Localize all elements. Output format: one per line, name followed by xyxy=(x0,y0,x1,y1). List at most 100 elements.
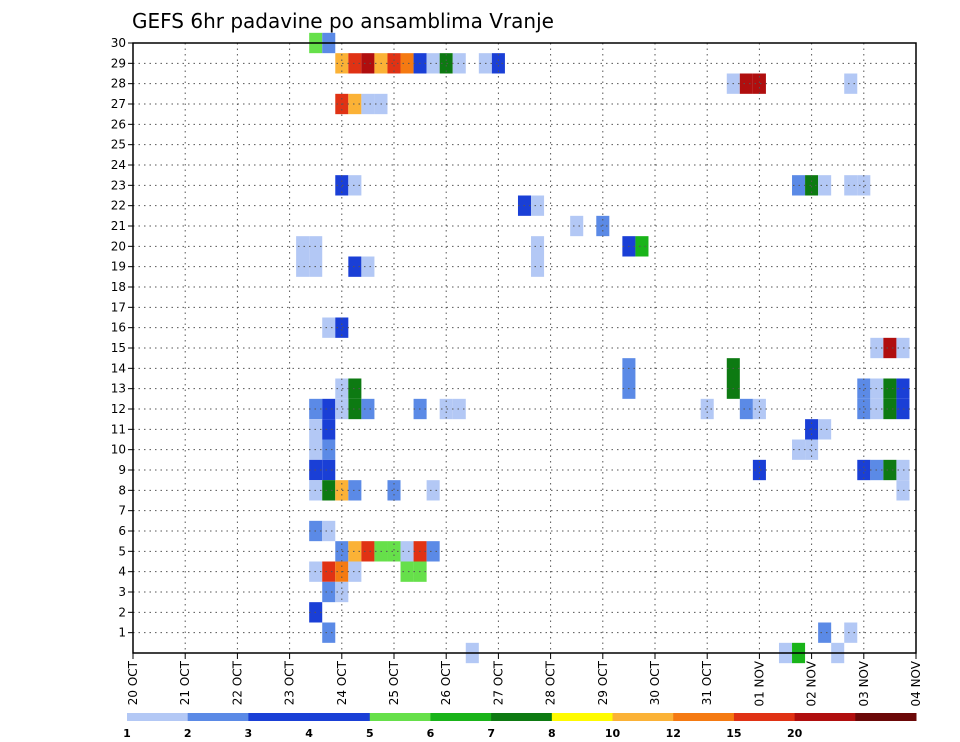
heatmap-cell xyxy=(818,419,832,440)
y-axis-ticks: 1234567891011121314151617181920212223242… xyxy=(111,36,133,640)
y-tick-label: 2 xyxy=(118,605,126,619)
grid-lines xyxy=(133,43,916,653)
heatmap-cell xyxy=(844,622,858,643)
y-tick-label: 10 xyxy=(111,443,126,457)
heatmap-cell xyxy=(857,398,871,420)
x-tick-label: 02 NOV xyxy=(805,660,819,706)
y-tick-label: 23 xyxy=(111,178,126,192)
colorbar-label: 1 xyxy=(123,727,131,740)
heatmap-cell xyxy=(531,195,545,216)
colorbar-swatch xyxy=(127,713,189,721)
heatmap-cell xyxy=(348,398,362,420)
colorbar-swatch xyxy=(491,713,553,721)
colorbar: 1 2 3 4 5 6 7 8 10 12 15 20 xyxy=(123,713,917,740)
heatmap-cell xyxy=(491,53,505,74)
y-tick-label: 5 xyxy=(118,544,126,558)
heatmap-cell xyxy=(296,236,310,257)
chart-title: GEFS 6hr padavine po ansamblima Vranje xyxy=(132,9,554,33)
colorbar-label: 6 xyxy=(427,727,435,740)
heatmap-cell xyxy=(752,73,766,94)
heatmap-cell xyxy=(739,73,753,94)
y-tick-label: 21 xyxy=(111,219,126,233)
x-tick-label: 25 OCT xyxy=(387,660,401,705)
heatmap-cell xyxy=(883,459,897,481)
heatmap-cell xyxy=(322,317,336,338)
heatmap-cell xyxy=(883,378,897,399)
heatmap-cell xyxy=(335,541,349,562)
y-tick-label: 22 xyxy=(111,199,126,213)
y-tick-label: 14 xyxy=(111,361,126,375)
heatmap-cell xyxy=(426,541,440,562)
heatmap-cell xyxy=(752,459,766,481)
heatmap-cell xyxy=(322,622,336,643)
heatmap-cell xyxy=(857,459,871,481)
heatmap-cell xyxy=(426,480,440,501)
y-tick-label: 12 xyxy=(111,402,126,416)
heatmap-cell xyxy=(322,520,336,542)
colorbar-label: 12 xyxy=(666,727,681,740)
heatmap-cell xyxy=(361,256,375,277)
colorbar-swatch xyxy=(309,713,371,721)
heatmap-cell xyxy=(335,581,349,603)
y-tick-label: 20 xyxy=(111,239,126,253)
heatmap-cell xyxy=(452,53,466,74)
y-tick-label: 28 xyxy=(111,77,126,91)
y-tick-label: 13 xyxy=(111,382,126,396)
y-tick-label: 16 xyxy=(111,321,126,335)
colorbar-swatch xyxy=(369,713,431,721)
heatmap-cell xyxy=(805,439,819,460)
colorbar-label: 3 xyxy=(245,727,253,740)
y-tick-label: 18 xyxy=(111,280,126,294)
heatmap-cell xyxy=(883,337,897,359)
heatmap-cell xyxy=(896,480,910,501)
heatmap-cells xyxy=(296,32,910,664)
heatmap-cell xyxy=(361,93,375,115)
heatmap-cell xyxy=(348,480,362,501)
y-tick-label: 1 xyxy=(118,626,126,640)
x-tick-label: 20 OCT xyxy=(126,660,140,705)
heatmap-cell xyxy=(896,459,910,481)
heatmap-cell xyxy=(439,53,453,74)
x-tick-label: 21 OCT xyxy=(178,660,192,705)
heatmap-cell xyxy=(531,236,545,257)
heatmap-cell xyxy=(322,419,336,440)
heatmap-cell xyxy=(400,53,414,74)
heatmap-cell xyxy=(857,378,871,399)
y-tick-label: 6 xyxy=(118,524,126,538)
heatmap-cell xyxy=(348,541,362,562)
x-tick-label: 01 NOV xyxy=(752,660,766,706)
heatmap-cell xyxy=(818,622,832,643)
colorbar-swatch xyxy=(430,713,492,721)
colorbar-label: 15 xyxy=(726,727,741,740)
y-tick-label: 4 xyxy=(118,565,126,579)
y-tick-label: 19 xyxy=(111,260,126,274)
y-tick-label: 8 xyxy=(118,483,126,497)
y-tick-label: 9 xyxy=(118,463,126,477)
x-axis-ticks: 20 OCT 21 OCT 22 OCT 23 OCT 24 OCT 25 OCT 26 O… xyxy=(126,653,923,707)
colorbar-label: 20 xyxy=(787,727,803,740)
heatmap-cell xyxy=(348,256,362,277)
heatmap-cell xyxy=(400,561,414,582)
heatmap-cell xyxy=(739,398,753,420)
colorbar-swatch xyxy=(673,713,735,721)
x-tick-label: 24 OCT xyxy=(335,660,349,705)
y-tick-label: 29 xyxy=(111,56,126,70)
heatmap-cell xyxy=(335,378,349,399)
heatmap-cell xyxy=(805,175,819,196)
colorbar-swatch xyxy=(187,713,249,721)
heatmap-cell xyxy=(896,378,910,399)
x-tick-label: 27 OCT xyxy=(491,660,505,705)
heatmap-cell xyxy=(361,541,375,562)
y-tick-label: 7 xyxy=(118,504,126,518)
x-tick-label: 23 OCT xyxy=(283,660,297,705)
heatmap-cell xyxy=(452,398,466,420)
colorbar-label: 8 xyxy=(548,727,556,740)
y-tick-label: 26 xyxy=(111,117,126,131)
heatmap-cell xyxy=(531,256,545,277)
colorbar-label: 10 xyxy=(605,727,621,740)
y-tick-label: 27 xyxy=(111,97,126,111)
heatmap-cell xyxy=(322,459,336,481)
x-tick-label: 29 OCT xyxy=(596,660,610,705)
heatmap-cell xyxy=(818,175,832,196)
